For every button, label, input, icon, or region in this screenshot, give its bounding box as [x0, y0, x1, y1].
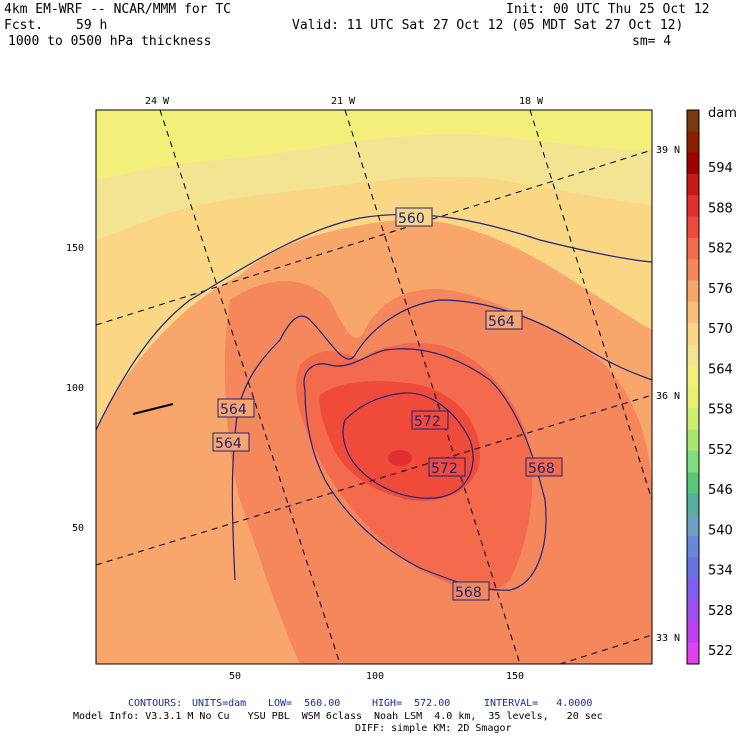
colorbar-swatch [687, 536, 699, 558]
colorbar-swatch [687, 323, 699, 345]
parallel-39n [96, 149, 652, 326]
x-tick-150: 150 [506, 671, 524, 682]
colorbar-level-label: 528 [708, 604, 733, 619]
colorbar-level-label: 552 [708, 443, 733, 458]
contour-label-564b: 564 [220, 402, 247, 418]
colorbar-swatch [687, 237, 699, 260]
lat-label-33n: 33 N [656, 633, 680, 644]
contour-572 [342, 392, 474, 499]
colorbar [686, 109, 700, 665]
contour-568 [303, 348, 547, 591]
colorbar-swatch [687, 216, 699, 239]
graticule [96, 110, 652, 664]
colorbar-swatch [687, 557, 699, 580]
contour-label-564c: 564 [215, 436, 242, 452]
lon-label-24w: 24 W [145, 96, 170, 107]
lon-label-18w: 18 W [519, 96, 544, 107]
colorbar-swatch [687, 259, 699, 281]
colorbar-swatch [687, 642, 699, 665]
colorbar-level-label: 546 [708, 483, 733, 498]
colorbar-unit: dam [708, 106, 737, 121]
colorbar-swatch [687, 429, 699, 452]
thickness-fill [96, 110, 652, 664]
colorbar-swatch [687, 344, 699, 367]
parallel-33n [559, 634, 652, 664]
colorbar-swatch [687, 131, 699, 154]
init-time: Init: 00 UTC Thu 25 Oct 12 [506, 2, 710, 17]
colorbar-level-label: 570 [708, 322, 733, 337]
colorbar-swatch [687, 387, 699, 409]
valid-time: Valid: 11 UTC Sat 27 Oct 12 (05 MDT Sat … [292, 18, 684, 33]
model-info-2: DIFF: simple KM: 2D Smagor [355, 723, 512, 734]
contours-units: UNITS=dam [192, 698, 247, 709]
colorbar-swatch [687, 514, 699, 537]
colorbar-swatch [687, 621, 699, 644]
contour-label-568a: 568 [528, 461, 555, 477]
fill-554 [96, 110, 652, 180]
colorbar-level-label: 564 [708, 362, 733, 377]
contour-label-564a: 564 [488, 314, 515, 330]
colorbar-swatch [687, 301, 699, 324]
y-tick-150: 150 [66, 243, 84, 254]
contour-label-568b: 568 [455, 585, 482, 601]
colorbar-swatch [687, 280, 699, 303]
colorbar-swatch [687, 450, 699, 473]
parallel-36n [96, 394, 652, 566]
meridian-21w [344, 110, 521, 664]
colorbar-frame [686, 109, 700, 665]
contours-interval: INTERVAL= 4.0000 [484, 698, 593, 709]
lat-label-39n: 39 N [656, 145, 680, 156]
colorbar-level-label: 534 [708, 564, 733, 579]
colorbar-swatch [687, 493, 699, 516]
contour-label-572a: 572 [414, 414, 441, 430]
colorbar-level-label: 522 [708, 644, 733, 659]
y-tick-50: 50 [72, 523, 84, 534]
colorbar-level-label: 576 [708, 282, 733, 297]
colorbar-level-label: 558 [708, 403, 733, 418]
colorbar-level-label: 540 [708, 523, 733, 538]
contour-label-572b: 572 [431, 461, 458, 477]
colorbar-swatch [687, 365, 699, 388]
wind-barb [132, 403, 174, 415]
plot-frame [95, 109, 653, 665]
colorbar-level-label: 594 [708, 161, 733, 176]
fill-574 [388, 450, 412, 466]
colorbar-swatch [687, 173, 699, 196]
colorbar-level-label: 588 [708, 201, 733, 216]
contours-label: CONTOURS: [128, 698, 183, 709]
smoothing: sm= 4 [632, 34, 672, 49]
colorbar-swatch [687, 578, 699, 601]
forecast-label: Fcst. [4, 18, 44, 33]
colorbar-swatch [687, 472, 699, 495]
y-tick-100: 100 [66, 383, 84, 394]
colorbar-swatch [687, 110, 699, 132]
colorbar-swatch [687, 195, 699, 218]
lon-label-21w: 21 W [331, 96, 356, 107]
colorbar-labels: 594 588 582 576 570 564 558 552 546 540 534 528 522 [708, 161, 733, 659]
contour-560 [96, 213, 652, 431]
field-name: 1000 to 0500 hPa thickness [8, 34, 212, 49]
meridian-18w [529, 110, 652, 501]
x-tick-50: 50 [229, 671, 241, 682]
contour-labels: 560 564 564 564 572 572 568 568 [212, 207, 563, 601]
colorbar-swatch [687, 408, 699, 431]
colorbar-swatch [687, 600, 699, 622]
colorbar-swatch [687, 152, 699, 175]
contour-label-560: 560 [398, 211, 425, 227]
forecast-hours: 59 h [76, 18, 108, 33]
colorbar-level-label: 582 [708, 242, 733, 257]
model-info: Model Info: V3.3.1 M No Cu YSU PBL WSM 6… [73, 711, 603, 722]
contours-high: HIGH= 572.00 [372, 698, 451, 709]
contours-low: LOW= 560.00 [268, 698, 341, 709]
model-title: 4km EM-WRF -- NCAR/MMM for TC [4, 2, 231, 17]
lat-label-36n: 36 N [656, 391, 680, 402]
x-tick-100: 100 [366, 671, 384, 682]
meridian-24w [159, 110, 341, 664]
